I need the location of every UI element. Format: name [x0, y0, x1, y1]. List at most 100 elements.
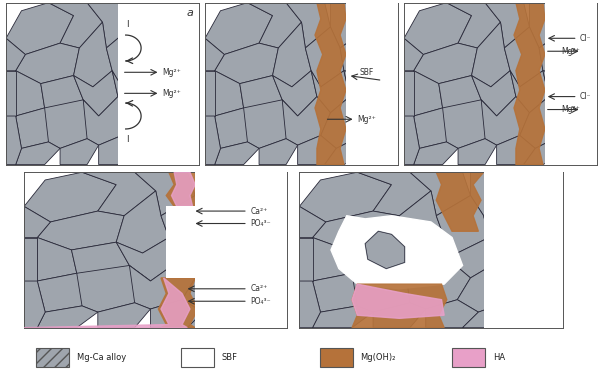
Polygon shape	[116, 237, 177, 281]
Text: I: I	[126, 135, 129, 144]
Polygon shape	[472, 22, 510, 87]
Polygon shape	[446, 3, 500, 48]
Polygon shape	[240, 75, 282, 119]
Polygon shape	[300, 237, 312, 281]
Polygon shape	[41, 75, 83, 119]
Polygon shape	[176, 27, 195, 96]
Polygon shape	[131, 3, 164, 48]
Polygon shape	[16, 142, 60, 165]
Bar	[545, 3, 597, 165]
Polygon shape	[195, 59, 199, 116]
Polygon shape	[312, 211, 399, 250]
Polygon shape	[520, 96, 558, 148]
Polygon shape	[330, 3, 363, 48]
Polygon shape	[247, 3, 302, 48]
Polygon shape	[539, 32, 574, 75]
Text: Mg²⁺: Mg²⁺	[162, 89, 181, 98]
Polygon shape	[45, 100, 99, 148]
Polygon shape	[169, 237, 221, 278]
Bar	[320, 348, 353, 367]
Polygon shape	[87, 3, 131, 48]
Polygon shape	[543, 71, 574, 116]
Polygon shape	[122, 96, 160, 148]
Polygon shape	[404, 71, 414, 116]
Polygon shape	[312, 273, 373, 312]
Polygon shape	[125, 116, 176, 165]
Polygon shape	[215, 142, 259, 165]
Polygon shape	[344, 71, 375, 116]
Polygon shape	[6, 38, 25, 71]
Polygon shape	[457, 263, 510, 312]
Bar	[484, 172, 563, 328]
Text: PO₄³⁻: PO₄³⁻	[250, 297, 271, 306]
Polygon shape	[484, 200, 531, 242]
Polygon shape	[24, 281, 45, 328]
Polygon shape	[593, 59, 597, 116]
Polygon shape	[574, 27, 593, 96]
Polygon shape	[436, 195, 489, 253]
Polygon shape	[443, 100, 497, 148]
Polygon shape	[60, 139, 99, 165]
Polygon shape	[352, 266, 426, 312]
Polygon shape	[382, 116, 398, 165]
Polygon shape	[240, 281, 287, 328]
Polygon shape	[414, 71, 443, 116]
Polygon shape	[458, 139, 497, 165]
Polygon shape	[331, 216, 463, 289]
Polygon shape	[324, 116, 375, 165]
Polygon shape	[485, 3, 529, 48]
Polygon shape	[209, 200, 256, 242]
Polygon shape	[504, 27, 543, 87]
Bar	[36, 348, 69, 367]
Polygon shape	[188, 281, 256, 328]
Polygon shape	[24, 278, 190, 328]
Bar	[181, 348, 214, 367]
Polygon shape	[562, 116, 597, 165]
Text: HA: HA	[493, 353, 505, 362]
Polygon shape	[235, 250, 282, 319]
Polygon shape	[510, 172, 549, 222]
Polygon shape	[472, 71, 516, 116]
Polygon shape	[298, 135, 336, 165]
Polygon shape	[77, 266, 151, 312]
Polygon shape	[394, 59, 398, 116]
Polygon shape	[375, 27, 394, 96]
Polygon shape	[160, 84, 195, 155]
Polygon shape	[515, 281, 563, 328]
Polygon shape	[549, 195, 563, 242]
Polygon shape	[282, 227, 287, 281]
Polygon shape	[426, 300, 478, 328]
Polygon shape	[171, 172, 195, 207]
Polygon shape	[510, 250, 557, 319]
Polygon shape	[130, 263, 195, 309]
Bar	[346, 3, 398, 165]
Polygon shape	[205, 71, 215, 116]
Polygon shape	[274, 195, 287, 242]
Polygon shape	[363, 116, 398, 165]
Polygon shape	[134, 172, 195, 216]
Polygon shape	[404, 116, 420, 165]
Polygon shape	[358, 172, 431, 216]
Polygon shape	[215, 108, 259, 148]
Polygon shape	[213, 237, 256, 281]
Text: Mg²⁺: Mg²⁺	[358, 115, 376, 124]
Polygon shape	[37, 273, 98, 312]
Polygon shape	[391, 237, 452, 281]
Polygon shape	[235, 172, 274, 222]
Polygon shape	[273, 22, 311, 87]
Polygon shape	[205, 116, 221, 165]
Text: Mg²⁺: Mg²⁺	[162, 68, 181, 77]
Polygon shape	[273, 71, 317, 116]
Polygon shape	[444, 237, 497, 278]
Polygon shape	[151, 300, 203, 328]
Polygon shape	[183, 116, 199, 165]
Polygon shape	[116, 191, 169, 253]
Polygon shape	[300, 207, 326, 237]
Polygon shape	[37, 211, 124, 250]
Polygon shape	[557, 227, 563, 281]
Polygon shape	[99, 135, 137, 165]
Polygon shape	[558, 84, 593, 155]
Polygon shape	[286, 3, 330, 48]
Text: e: e	[548, 177, 555, 187]
Polygon shape	[352, 284, 447, 328]
